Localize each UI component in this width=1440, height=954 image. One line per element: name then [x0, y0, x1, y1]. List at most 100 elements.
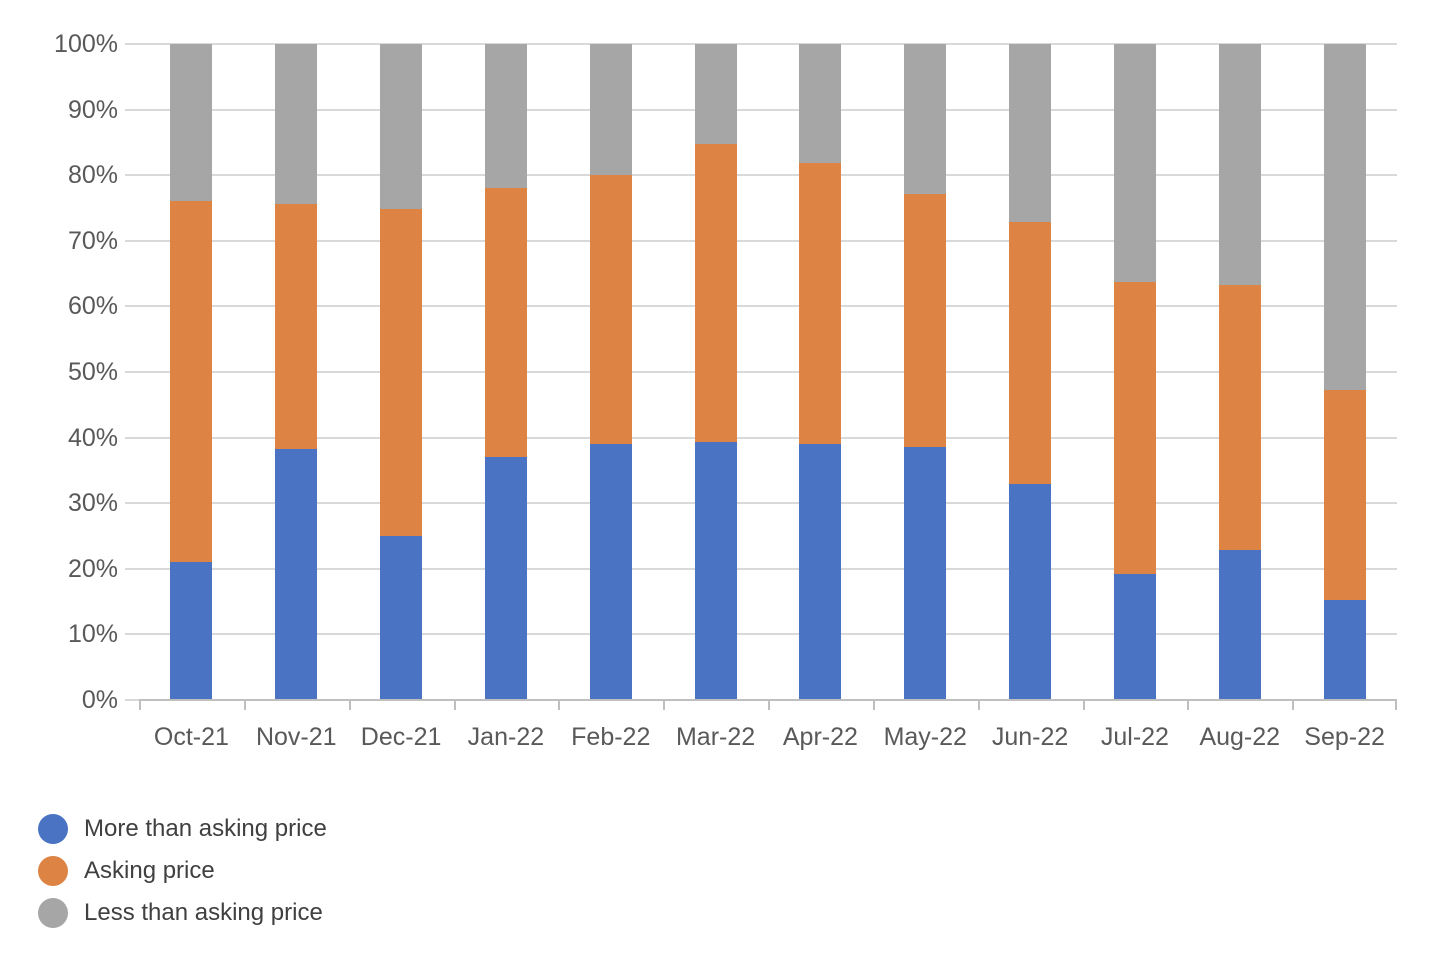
x-tick-mark	[1082, 700, 1085, 710]
bar-segment	[275, 448, 318, 700]
x-tick-mark	[872, 700, 875, 710]
y-tick-mark	[125, 305, 139, 308]
bar-segment	[589, 44, 632, 175]
bar-segment	[589, 444, 632, 700]
bar-segment	[275, 44, 318, 205]
x-tick-mark	[1395, 700, 1397, 710]
y-tick-label: 70%	[67, 226, 118, 255]
gridline-30pct	[139, 502, 1397, 505]
bar-segment	[1009, 44, 1052, 222]
y-tick-mark	[125, 239, 139, 242]
bar-Nov-21	[275, 44, 318, 700]
legend-swatch-icon	[38, 855, 68, 886]
bar-segment	[904, 194, 947, 447]
bar-segment	[484, 188, 527, 458]
gridline-80pct	[139, 174, 1397, 177]
bar-segment	[380, 536, 423, 700]
gridline-90pct	[139, 108, 1397, 111]
x-tick-label-Oct-21: Oct-21	[153, 723, 229, 751]
x-tick-mark	[243, 700, 246, 710]
legend-item: More than asking price	[38, 812, 327, 845]
y-tick-label: 30%	[67, 489, 118, 518]
gridline-100pct	[139, 43, 1397, 45]
x-tick-label-Sep-22: Sep-22	[1304, 723, 1385, 751]
y-tick-mark	[125, 436, 139, 439]
bar-segment	[799, 44, 842, 163]
bar-segment	[1113, 282, 1156, 575]
x-tick-mark	[453, 700, 456, 710]
y-tick-mark	[125, 371, 139, 373]
gridline-20pct	[139, 567, 1397, 570]
x-tick-mark	[663, 700, 666, 710]
bar-Jun-22	[1009, 44, 1052, 700]
legend-swatch-icon	[38, 897, 68, 928]
y-axis-ticks	[125, 43, 139, 701]
y-tick-label: 80%	[67, 161, 118, 190]
y-tick-label: 40%	[67, 423, 118, 452]
bar-segment	[170, 562, 213, 700]
bar-segment	[170, 44, 213, 202]
bar-segment	[1218, 285, 1261, 551]
x-tick-label-Mar-22: Mar-22	[675, 723, 756, 751]
bar-segment	[484, 44, 527, 189]
x-tick-label-Aug-22: Aug-22	[1199, 723, 1281, 751]
x-tick-mark	[768, 700, 770, 710]
x-tick-label-Apr-22: Apr-22	[782, 723, 858, 751]
x-tick-label-Jun-22: Jun-22	[991, 723, 1069, 751]
bar-segment	[1323, 389, 1366, 601]
bar-segment	[1218, 550, 1261, 700]
x-tick-label-Dec-21: Dec-21	[360, 723, 442, 751]
bar-Aug-22	[1218, 44, 1261, 700]
y-tick-mark	[125, 43, 139, 45]
y-tick-label: 20%	[67, 554, 118, 583]
bar-Sep-22	[1323, 44, 1366, 700]
y-tick-mark	[125, 633, 139, 636]
gridline-60pct	[139, 305, 1397, 308]
bar-segment	[275, 204, 318, 449]
gridline-40pct	[139, 436, 1397, 439]
legend-label: Less than asking price	[84, 898, 323, 926]
bar-Jul-22	[1113, 44, 1156, 700]
x-axis-tick-marks	[139, 700, 1397, 710]
y-tick-mark	[125, 174, 139, 177]
bar-segment	[694, 441, 737, 700]
plot-area	[139, 43, 1397, 701]
bar-segment	[1218, 44, 1261, 286]
bar-Oct-21	[170, 44, 213, 700]
legend-swatch-icon	[38, 813, 68, 844]
x-tick-mark	[977, 700, 980, 710]
legend-item: Asking price	[38, 854, 327, 887]
bar-segment	[799, 444, 842, 700]
x-tick-label-Jan-22: Jan-22	[467, 723, 545, 751]
y-tick-label: 100%	[54, 30, 118, 58]
x-tick-label-Jul-22: Jul-22	[1100, 723, 1169, 751]
y-tick-mark	[125, 502, 139, 505]
bar-segment	[799, 162, 842, 445]
y-tick-mark	[125, 108, 139, 111]
gridline-70pct	[139, 239, 1397, 242]
legend-item: Less than asking price	[38, 896, 327, 929]
x-tick-mark	[1187, 700, 1190, 710]
y-tick-label: 50%	[67, 358, 118, 386]
bar-segment	[904, 44, 947, 195]
x-tick-mark	[348, 700, 351, 710]
bar-segment	[1113, 44, 1156, 283]
bar-segment	[1113, 574, 1156, 700]
bar-segment	[380, 209, 423, 536]
bar-segment	[1323, 44, 1366, 390]
y-tick-label: 0%	[81, 686, 118, 714]
bar-segment	[589, 174, 632, 445]
bar-segment	[694, 144, 737, 442]
y-tick-mark	[125, 699, 139, 701]
x-tick-label-Feb-22: Feb-22	[571, 723, 651, 751]
y-tick-label: 60%	[67, 292, 118, 321]
legend-label: Asking price	[84, 856, 215, 884]
bar-Dec-21	[380, 44, 423, 700]
bar-segment	[484, 457, 527, 700]
bar-Feb-22	[589, 44, 632, 700]
legend-label: More than asking price	[84, 814, 327, 842]
bar-Jan-22	[484, 44, 527, 700]
bar-segment	[1009, 483, 1052, 700]
gridline-10pct	[139, 633, 1397, 636]
